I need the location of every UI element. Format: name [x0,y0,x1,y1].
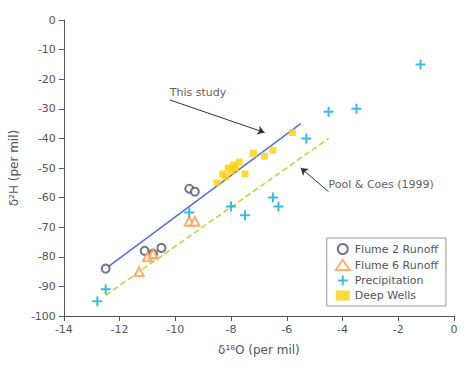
svg-text:Flume 2 Runoff: Flume 2 Runoff [355,243,439,256]
svg-text:Flume 6 Runoff: Flume 6 Runoff [355,259,439,272]
svg-text:-50: -50 [38,162,56,175]
svg-text:δ²H (per mil): δ²H (per mil) [7,130,21,206]
svg-text:0: 0 [49,14,56,27]
svg-text:-12: -12 [111,323,129,336]
svg-text:-100: -100 [31,310,56,323]
svg-text:-90: -90 [38,280,56,293]
svg-text:-6: -6 [281,323,292,336]
svg-text:Deep Wells: Deep Wells [355,289,417,302]
svg-text:0: 0 [451,323,458,336]
svg-text:-80: -80 [38,250,56,263]
svg-text:-40: -40 [38,132,56,145]
svg-text:Pool & Coes (1999): Pool & Coes (1999) [329,178,434,191]
svg-text:δ¹⁸O (per mil): δ¹⁸O (per mil) [218,343,300,357]
svg-text:-10: -10 [166,323,184,336]
svg-text:-70: -70 [38,221,56,234]
svg-text:-4: -4 [337,323,348,336]
svg-text:-60: -60 [38,191,56,204]
svg-text:-20: -20 [38,73,56,86]
svg-text:-2: -2 [393,323,404,336]
svg-text:-8: -8 [226,323,237,336]
svg-text:-10: -10 [38,43,56,56]
svg-text:This study: This study [169,86,227,99]
svg-text:-30: -30 [38,102,56,115]
svg-text:-14: -14 [55,323,73,336]
svg-text:Precipitation: Precipitation [355,274,424,287]
